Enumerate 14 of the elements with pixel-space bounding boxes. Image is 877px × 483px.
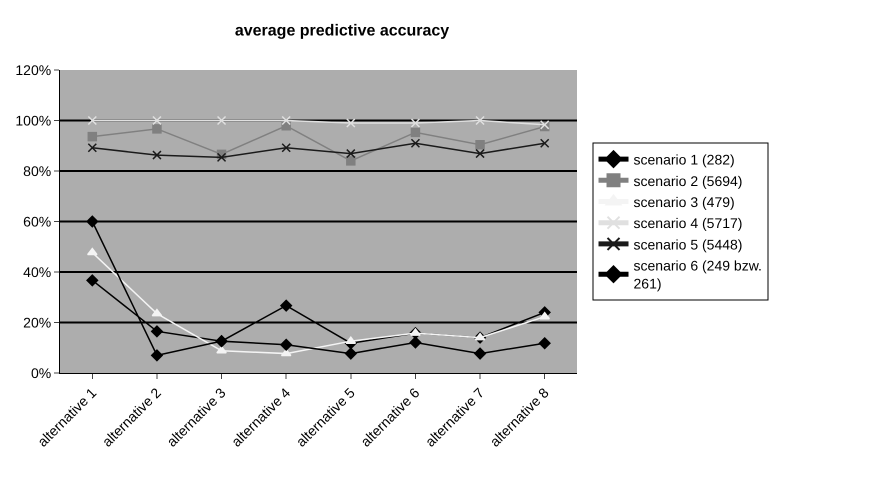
legend-label: scenario 1 (282) (634, 152, 735, 168)
y-tick-label: 40% (23, 264, 52, 280)
legend-label: scenario 2 (5694) (634, 172, 742, 189)
y-tick-label: 20% (23, 314, 52, 330)
legend-label: scenario 3 (479) (634, 194, 735, 210)
legend-label: scenario 4 (5717) (634, 215, 742, 232)
y-tick-label: 100% (15, 112, 52, 128)
y-tick-label: 60% (23, 213, 52, 230)
chart-title: average predictive accuracy (234, 22, 450, 40)
legend-label: scenario 6 (249 bzw. 261) (634, 258, 762, 292)
y-tick-label: 0% (30, 364, 52, 381)
y-tick-label: 120% (15, 62, 52, 78)
y-tick-label: 80% (23, 162, 52, 179)
legend-label: scenario 5 (5448) (634, 236, 742, 252)
